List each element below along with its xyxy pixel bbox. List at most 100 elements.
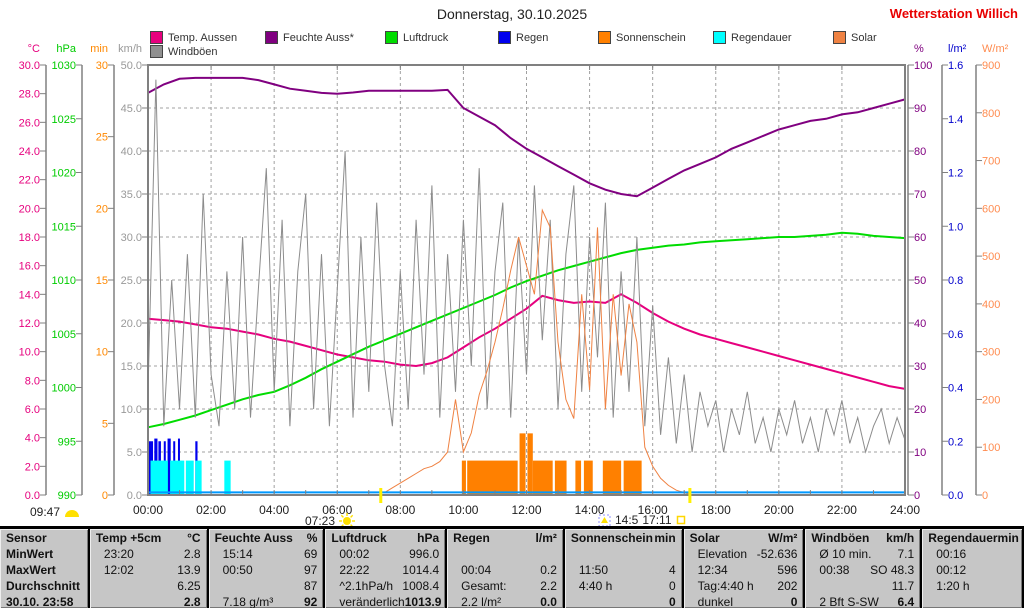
- x-axis-label: 02:00: [196, 503, 226, 517]
- x-axis-label: 10:00: [448, 503, 478, 517]
- table-cell: 00:50: [222, 563, 253, 577]
- table-row: dunkel 0: [684, 594, 804, 608]
- legend-swatch-icon: [498, 31, 511, 44]
- axis-tick-label: 0: [982, 490, 988, 502]
- table-row: 00:16: [922, 546, 1022, 562]
- x-axis-label: 04:00: [259, 503, 289, 517]
- stats-column-temp-5cm: Temp +5cm °C 23:20 2.8 12:02 13.9 6.25 2.8: [89, 529, 207, 608]
- table-cell: 15:14: [222, 547, 253, 561]
- page-title: Donnerstag, 30.10.2025: [436, 6, 588, 22]
- legend-label: Solar: [851, 31, 877, 44]
- axis-unit-label: W/m²: [982, 43, 1009, 55]
- table-cell: Solar: [689, 531, 720, 545]
- axis-tick-label: 700: [982, 156, 1000, 168]
- moon-icon: [65, 510, 80, 517]
- moonset-time: 14:5: [615, 513, 639, 527]
- table-cell: Tag:4:40 h: [697, 579, 754, 593]
- legend-item-feuchte-auss-: Feuchte Auss*: [265, 31, 354, 44]
- feuchte-auss-series: [147, 76, 906, 198]
- legend-swatch-icon: [385, 31, 398, 44]
- table-cell: Regendauer: [928, 531, 998, 545]
- sensor-stats-table: Sensor MinWert MaxWert Durchschnitt 30.10. 2…: [0, 526, 1024, 608]
- table-cell: Ø 10 min.: [819, 547, 872, 561]
- axis-tick-label: 22.0: [19, 175, 40, 187]
- table-cell: Windböen: [811, 531, 870, 545]
- table-cell: 12:02: [103, 563, 134, 577]
- table-cell: 22:22: [339, 563, 370, 577]
- table-cell: 1014.4: [402, 563, 440, 577]
- table-cell: 2 Bft S-SW: [819, 595, 879, 608]
- table-row: 2.2 l/m² 0.0: [447, 594, 563, 608]
- table-row: Temp +5cm °C: [90, 530, 207, 546]
- legend-swatch-icon: [150, 45, 163, 58]
- axis-tick-label: 0.0: [25, 490, 40, 502]
- axis-tick-label: 50.0: [121, 60, 142, 72]
- table-cell: 996.0: [409, 547, 440, 561]
- stats-column-solar: Solar W/m² Elevation -52.636 12:34 596 Tag:4:4…: [683, 529, 804, 608]
- axis-tick-label: 1005: [52, 329, 76, 341]
- axis-tick-label: 24.0: [19, 146, 40, 158]
- table-cell: ^2.1hPa/h: [339, 579, 394, 593]
- table-cell: 2.2 l/m²: [461, 595, 502, 608]
- table-row: MaxWert: [0, 562, 88, 578]
- axis-tick-label: 500: [982, 251, 1000, 263]
- axis-tick-label: 0.0: [127, 490, 142, 502]
- table-cell: 12:34: [697, 563, 728, 577]
- table-row: 1:20 h: [922, 578, 1022, 594]
- regendauer-bar: [150, 460, 168, 495]
- table-cell: Regen: [453, 531, 490, 545]
- table-row: 2 Bft S-SW 6.4: [805, 594, 920, 608]
- axis-tick-label: 10.0: [19, 347, 40, 359]
- table-row: Regen l/m²: [447, 530, 563, 546]
- sunrise-time: 07:23: [305, 514, 336, 528]
- axis-tick-label: 900: [982, 60, 1000, 72]
- x-axis-label: 24:00: [890, 503, 920, 517]
- table-row: 87: [209, 578, 324, 594]
- table-cell: 202: [777, 579, 798, 593]
- axis-tick-label: 10: [914, 447, 926, 459]
- table-cell: hPa: [417, 531, 440, 545]
- legend-item-windb-en: Windböen: [150, 45, 218, 58]
- table-cell: W/m²: [768, 531, 798, 545]
- table-cell: %: [306, 531, 318, 545]
- axis-tick-label: 300: [982, 347, 1000, 359]
- axis-tick-label: 1000: [52, 383, 76, 395]
- table-row: Elevation -52.636: [684, 546, 804, 562]
- axis-tick-label: 200: [982, 394, 1000, 406]
- stats-column-regen: Regen l/m² 00:04 0.2 Gesamt: 2.2 2.2 l/m² 0.0: [447, 529, 563, 608]
- axis-tick-label: 45.0: [121, 103, 142, 115]
- temp-aussen-series: [147, 293, 906, 390]
- sonnenschein-bar: [467, 460, 518, 495]
- table-cell: 1008.4: [402, 579, 440, 593]
- axis-tick-label: 0.4: [948, 383, 963, 395]
- sun-event-tick: [688, 488, 692, 503]
- table-row: 00:02 996.0: [325, 546, 445, 562]
- axis-tick-label: 30: [96, 60, 108, 72]
- stats-column-sonnenschein: Sonnenschein min 11:50 4 4:40 h 0 0: [564, 529, 682, 608]
- axis-tick-label: 40.0: [121, 146, 142, 158]
- table-row: 11:50 4: [565, 562, 682, 578]
- moonset-icon: [598, 514, 611, 526]
- x-axis-label: 06:00: [322, 503, 352, 517]
- axis-tick-label: 16.0: [19, 261, 40, 273]
- axis-tick-label: 2.0: [25, 461, 40, 473]
- table-row: Luftdruck hPa: [325, 530, 445, 546]
- table-row: 00:12: [922, 562, 1022, 578]
- table-cell: 6.25: [177, 579, 201, 593]
- table-cell: -52.636: [756, 547, 798, 561]
- axis-tick-label: 30.0: [19, 60, 40, 72]
- legend-item-luftdruck: Luftdruck: [385, 31, 448, 44]
- table-cell: 92: [304, 595, 318, 608]
- x-axis-label: 20:00: [764, 503, 794, 517]
- weather-chart: 0.0 2.0 4.0 6.0 8.0 10.0 12.0 14.0 16.0 18.0 20.0 2…: [19, 43, 1009, 517]
- legend-item-sonnenschein: Sonnenschein: [598, 31, 686, 44]
- legend-label: Windböen: [168, 45, 218, 58]
- axis-tick-label: 28.0: [19, 89, 40, 101]
- table-cell: 1013.9: [404, 595, 442, 608]
- table-cell: Temp +5cm: [95, 531, 162, 545]
- legend-label: Temp. Aussen: [168, 31, 238, 44]
- table-cell: 69: [304, 547, 318, 561]
- legend-label: Sonnenschein: [616, 31, 686, 44]
- table-row: 12:34 596: [684, 562, 804, 578]
- table-row: Windböen km/h: [805, 530, 920, 546]
